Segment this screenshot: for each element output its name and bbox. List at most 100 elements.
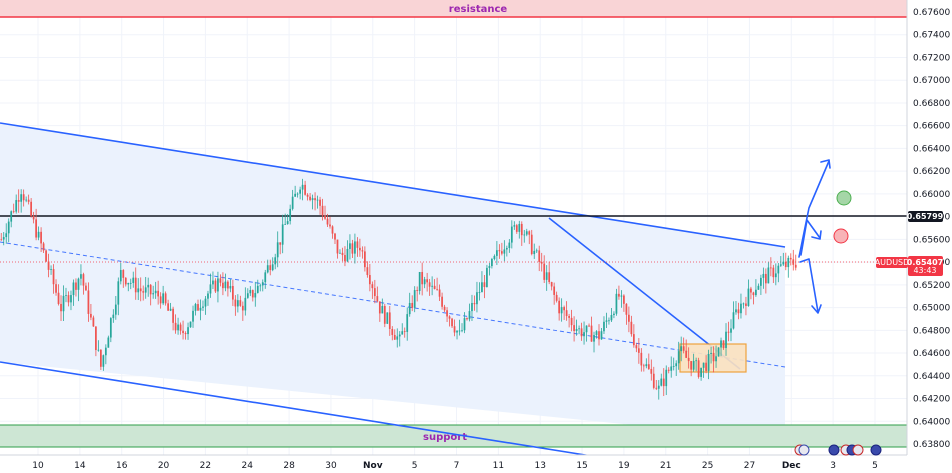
candle-body <box>762 273 765 278</box>
candle-body <box>239 300 242 306</box>
time-tick-label: 3 <box>830 461 836 471</box>
resistance-label: resistance <box>449 4 508 15</box>
candle-body <box>635 345 638 349</box>
candle-body <box>32 215 35 220</box>
candle-body <box>448 316 451 319</box>
candle-body <box>630 321 633 335</box>
candle-body <box>687 357 690 362</box>
time-axis[interactable] <box>0 455 952 473</box>
candle-body <box>550 282 553 287</box>
candle-body <box>530 234 533 255</box>
time-tick-label: 10 <box>32 461 44 471</box>
level-tag <box>908 211 943 222</box>
candle-body <box>600 331 603 340</box>
candle-body <box>251 290 254 298</box>
candle-body <box>241 305 244 311</box>
candle-body <box>354 241 356 254</box>
candle-body <box>164 293 167 304</box>
candle-body <box>401 331 404 335</box>
candle-body <box>548 272 551 283</box>
candle-body <box>431 285 433 287</box>
channel-lower-line[interactable] <box>0 361 605 459</box>
candle-body <box>344 255 346 262</box>
candle-body <box>194 304 197 311</box>
candle-body <box>134 277 137 293</box>
candle-body <box>496 250 498 256</box>
price-axis[interactable] <box>907 0 952 455</box>
candle-body <box>725 331 727 348</box>
candle-body <box>339 252 341 254</box>
candle-body <box>769 267 772 269</box>
candle-body <box>319 199 321 206</box>
candle-body <box>77 278 80 290</box>
candle-body <box>657 385 660 389</box>
candle-body <box>789 257 792 260</box>
candle-body <box>518 223 521 232</box>
candle-body <box>690 361 693 370</box>
candle-body <box>50 269 52 270</box>
candle-body <box>752 292 755 296</box>
candle-body <box>498 250 501 252</box>
channel-upper-line[interactable] <box>0 122 786 248</box>
candle-body <box>779 264 782 266</box>
candle-body <box>747 288 750 306</box>
candle-body <box>207 293 209 299</box>
candle-body <box>610 315 613 321</box>
candle-body <box>792 259 795 265</box>
candle-body <box>212 280 214 285</box>
candle-body <box>632 334 635 346</box>
candle-body <box>493 255 496 259</box>
candle-body <box>750 288 752 293</box>
candle-body <box>735 309 737 313</box>
candle-body <box>341 252 344 256</box>
candle-body <box>127 282 130 285</box>
resistance-zone[interactable] <box>0 0 907 17</box>
candle-body <box>784 261 787 268</box>
candle-body <box>563 307 565 311</box>
candle-body <box>421 271 424 285</box>
channel-fill <box>0 123 785 440</box>
time-tick-label: 7 <box>454 461 460 471</box>
candle-body <box>232 286 234 300</box>
candle-body <box>438 289 441 297</box>
candle-body <box>45 250 47 262</box>
candle-body <box>727 331 730 333</box>
candle-body <box>637 348 640 353</box>
candle-body <box>655 387 658 389</box>
candle-body <box>276 242 279 258</box>
candle-body <box>672 366 675 367</box>
candle-body <box>281 224 284 245</box>
candle-body <box>615 293 618 314</box>
candle-body <box>99 349 102 367</box>
candle-body <box>368 275 371 285</box>
candle-body <box>535 250 538 252</box>
time-tick-label: 20 <box>158 461 170 471</box>
candle-body <box>25 199 28 201</box>
candle-body <box>476 292 478 305</box>
time-tick-label: 30 <box>325 461 337 471</box>
candle-body <box>515 225 518 232</box>
candle-body <box>219 278 222 283</box>
candle-body <box>700 367 702 377</box>
candle-body <box>65 295 67 296</box>
candle-body <box>0 239 3 241</box>
candle-body <box>423 279 426 285</box>
event-icons[interactable] <box>794 444 882 456</box>
candle-body <box>625 303 628 315</box>
candle-body <box>72 282 75 296</box>
candle-body <box>37 231 40 238</box>
price-tick-label: 0.67200 <box>913 53 950 63</box>
candle-body <box>652 373 655 388</box>
price-tick-label: 0.66400 <box>913 144 950 154</box>
candle-body <box>299 189 301 194</box>
candle-body <box>139 288 142 292</box>
time-tick-label: Nov <box>363 461 383 471</box>
candle-body <box>356 241 359 248</box>
arrow-head-up <box>820 159 831 169</box>
support-zone[interactable] <box>0 425 907 447</box>
candle-body <box>381 305 384 314</box>
candle-body <box>416 290 419 291</box>
candle-body <box>75 282 77 290</box>
candle-body <box>124 277 127 285</box>
